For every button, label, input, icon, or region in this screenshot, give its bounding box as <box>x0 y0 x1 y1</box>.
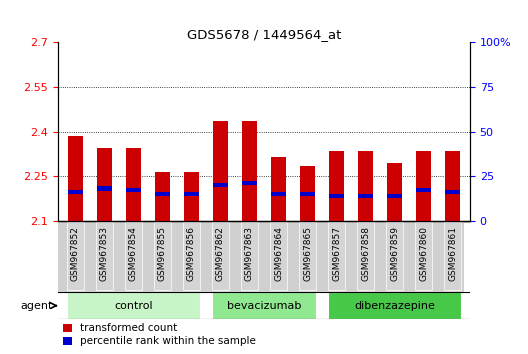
Bar <box>416 188 431 193</box>
Text: GSM967864: GSM967864 <box>274 226 283 281</box>
Text: GSM967861: GSM967861 <box>448 226 457 281</box>
Bar <box>445 190 460 194</box>
Text: dibenzazepine: dibenzazepine <box>354 301 435 310</box>
Text: GSM967863: GSM967863 <box>245 226 254 281</box>
Legend: transformed count, percentile rank within the sample: transformed count, percentile rank withi… <box>63 323 256 346</box>
Text: GSM967852: GSM967852 <box>71 226 80 281</box>
Text: GSM967859: GSM967859 <box>390 226 399 281</box>
FancyBboxPatch shape <box>96 222 113 290</box>
FancyBboxPatch shape <box>299 222 316 290</box>
Text: bevacizumab: bevacizumab <box>227 301 301 310</box>
Text: GSM967856: GSM967856 <box>187 226 196 281</box>
Text: GSM967858: GSM967858 <box>361 226 370 281</box>
Bar <box>126 148 142 221</box>
Bar <box>155 192 171 196</box>
Text: GSM967862: GSM967862 <box>216 226 225 281</box>
FancyBboxPatch shape <box>444 222 461 290</box>
FancyBboxPatch shape <box>241 222 258 290</box>
Bar <box>357 151 373 221</box>
Bar <box>328 194 344 198</box>
Bar <box>212 292 316 319</box>
Bar <box>270 192 287 196</box>
Bar <box>445 151 460 221</box>
Bar <box>184 192 200 196</box>
Text: agent: agent <box>21 301 53 310</box>
FancyBboxPatch shape <box>328 222 345 290</box>
FancyBboxPatch shape <box>154 222 171 290</box>
Bar <box>328 151 344 221</box>
Bar <box>386 163 402 221</box>
Bar <box>155 172 171 221</box>
Bar <box>299 166 316 221</box>
FancyBboxPatch shape <box>212 222 229 290</box>
Bar <box>241 181 258 185</box>
FancyBboxPatch shape <box>270 222 287 290</box>
Bar <box>68 136 83 221</box>
Bar <box>270 157 287 221</box>
Bar <box>126 188 142 193</box>
Text: GSM967860: GSM967860 <box>419 226 428 281</box>
Bar <box>212 121 229 221</box>
Bar <box>68 190 83 194</box>
Bar <box>97 187 112 190</box>
FancyBboxPatch shape <box>386 222 403 290</box>
FancyBboxPatch shape <box>67 222 84 290</box>
Bar <box>357 194 373 198</box>
Text: GSM967853: GSM967853 <box>100 226 109 281</box>
Text: GSM967865: GSM967865 <box>303 226 312 281</box>
Text: GSM967857: GSM967857 <box>332 226 341 281</box>
FancyBboxPatch shape <box>183 222 200 290</box>
FancyBboxPatch shape <box>125 222 142 290</box>
Text: control: control <box>114 301 153 310</box>
Bar <box>184 172 200 221</box>
Bar <box>212 183 229 187</box>
Bar <box>241 121 258 221</box>
Text: GSM967854: GSM967854 <box>129 226 138 281</box>
Bar <box>328 292 461 319</box>
FancyBboxPatch shape <box>415 222 432 290</box>
Bar <box>416 151 431 221</box>
Text: GSM967855: GSM967855 <box>158 226 167 281</box>
Bar <box>67 292 200 319</box>
Bar <box>299 192 316 196</box>
Bar <box>386 194 402 198</box>
Bar <box>97 148 112 221</box>
Title: GDS5678 / 1449564_at: GDS5678 / 1449564_at <box>187 28 341 41</box>
FancyBboxPatch shape <box>357 222 374 290</box>
